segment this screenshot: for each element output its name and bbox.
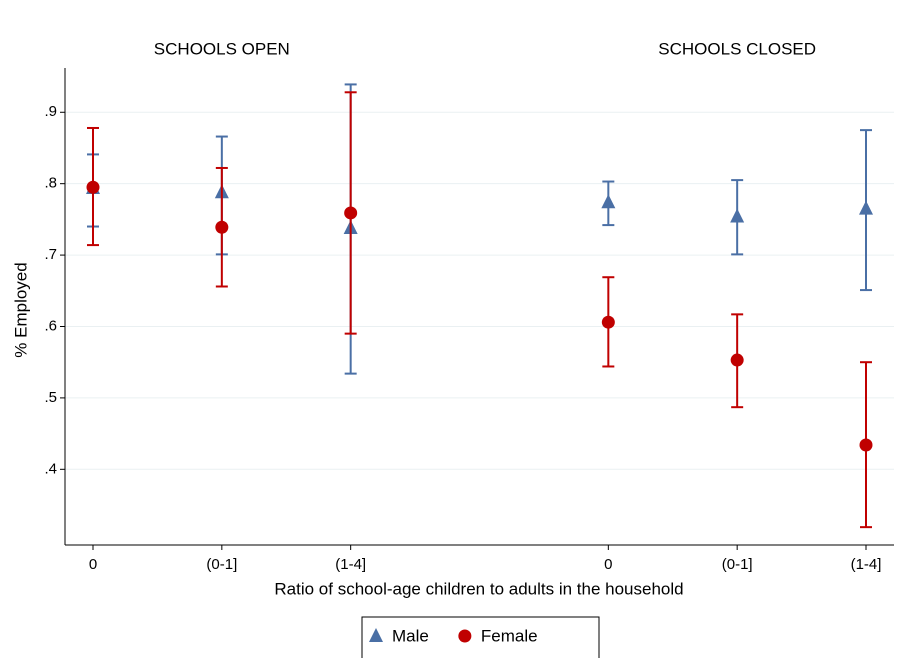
x-axis-label: Ratio of school-age children to adults i… [274, 579, 683, 598]
point [215, 220, 229, 234]
panel-label: SCHOOLS OPEN [154, 39, 290, 58]
point [344, 206, 358, 220]
legend-label: Female [481, 626, 538, 645]
point [730, 353, 744, 367]
y-axis-label: % Employed [11, 262, 30, 357]
point [859, 438, 873, 452]
x-tick-label: (0-1] [206, 556, 237, 573]
x-tick-label: (1-4] [335, 556, 366, 573]
y-tick-label: .8 [44, 175, 57, 192]
y-tick-label: .4 [44, 460, 57, 477]
legend-marker [369, 628, 383, 642]
y-tick-label: .5 [44, 389, 57, 406]
legend-label: Male [392, 626, 429, 645]
point [601, 194, 616, 209]
legend-marker [458, 629, 472, 643]
x-tick-label: 0 [604, 556, 612, 573]
x-tick-label: (1-4] [851, 556, 882, 573]
point [730, 208, 745, 223]
point [859, 200, 873, 215]
y-tick-label: .9 [44, 103, 57, 120]
panel-label: SCHOOLS CLOSED [658, 39, 816, 58]
y-tick-label: .7 [44, 246, 57, 263]
point [86, 180, 100, 194]
y-tick-label: .6 [44, 317, 57, 334]
point [601, 315, 615, 329]
x-tick-label: (0-1] [722, 556, 753, 573]
x-tick-label: 0 [89, 556, 97, 573]
legend-box [361, 616, 600, 658]
